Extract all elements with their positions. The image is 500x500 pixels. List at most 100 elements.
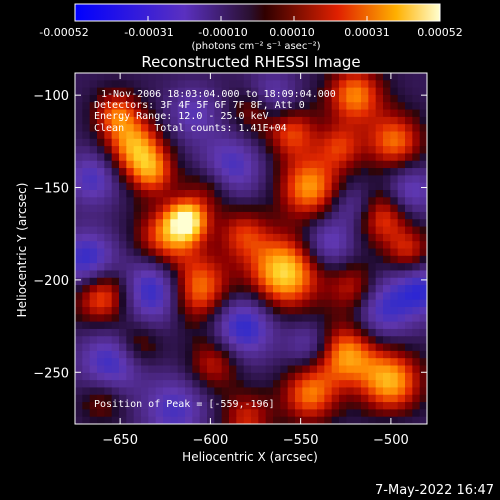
heatmap-cell — [405, 336, 413, 345]
heatmap-cell — [375, 168, 384, 176]
heatmap-cell — [243, 233, 252, 242]
heatmap-cell — [405, 211, 413, 220]
heatmap-cell — [295, 299, 303, 308]
heatmap-cell — [412, 131, 421, 140]
heatmap-cell — [155, 102, 164, 111]
heatmap-cell — [302, 233, 311, 242]
heatmap-cell — [170, 394, 179, 403]
heatmap-cell — [383, 402, 391, 410]
heatmap-cell — [273, 285, 281, 293]
heatmap-cell — [104, 204, 113, 213]
heatmap-cell — [405, 233, 413, 242]
heatmap-cell — [309, 211, 318, 220]
heatmap-cell — [126, 168, 135, 176]
heatmap-cell — [353, 160, 362, 169]
heatmap-cell — [236, 160, 245, 169]
heatmap-cell — [229, 409, 237, 418]
heatmap-cell — [207, 138, 215, 147]
heatmap-cell — [177, 416, 186, 424]
heatmap-cell — [199, 343, 208, 352]
heatmap-cell — [375, 285, 384, 293]
heatmap-cell — [317, 80, 325, 89]
heatmap-cell — [214, 299, 223, 308]
x-tick-label: −550 — [283, 433, 319, 448]
heatmap-cell — [126, 138, 135, 147]
heatmap-cell — [309, 73, 318, 81]
heatmap-cell — [82, 365, 91, 374]
heatmap-cell — [331, 182, 340, 191]
heatmap-cell — [155, 255, 164, 264]
heatmap-cell — [265, 116, 274, 125]
heatmap-cell — [375, 394, 384, 403]
heatmap-cell — [214, 365, 223, 374]
heatmap-cell — [368, 248, 377, 257]
heatmap-cell — [177, 343, 186, 352]
heatmap-cell — [317, 102, 325, 111]
heatmap-cell — [412, 80, 421, 89]
heatmap-cell — [126, 350, 135, 359]
heatmap-cell — [331, 263, 340, 272]
heatmap-cell — [75, 168, 83, 176]
heatmap-cell — [339, 394, 347, 403]
heatmap-cell — [287, 87, 296, 96]
heatmap-cell — [273, 241, 281, 250]
heatmap-cell — [163, 380, 171, 389]
heatmap-cell — [346, 175, 355, 184]
heatmap-cell — [273, 336, 281, 345]
heatmap-cell — [302, 131, 311, 140]
heatmap-cell — [309, 307, 318, 315]
heatmap-cell — [265, 299, 274, 308]
heatmap-cell — [229, 211, 237, 220]
heatmap-cell — [185, 402, 193, 410]
heatmap-cell — [185, 328, 193, 337]
heatmap-cell — [368, 307, 377, 315]
heatmap-cell — [251, 109, 259, 118]
heatmap-cell — [111, 255, 120, 264]
heatmap-cell — [126, 241, 135, 250]
heatmap-cell — [126, 416, 135, 424]
heatmap-cell — [229, 190, 237, 198]
heatmap-cell — [405, 387, 413, 396]
heatmap-cell — [133, 211, 142, 220]
heatmap-cell — [170, 175, 179, 184]
heatmap-cell — [119, 131, 127, 140]
heatmap-cell — [221, 197, 230, 206]
heatmap-cell — [397, 233, 406, 242]
heatmap-cell — [148, 116, 157, 125]
heatmap-cell — [104, 153, 113, 162]
heatmap-cell — [361, 350, 369, 359]
heatmap-cell — [339, 292, 347, 301]
heatmap-cell — [258, 102, 267, 111]
heatmap-cell — [309, 94, 318, 103]
heatmap-cell — [163, 175, 171, 184]
heatmap-cell — [383, 138, 391, 147]
heatmap-cell — [221, 226, 230, 235]
heatmap-cell — [302, 197, 311, 206]
heatmap-cell — [229, 138, 237, 147]
heatmap-cell — [192, 241, 201, 250]
heatmap-cell — [119, 350, 127, 359]
heatmap-cell — [251, 321, 259, 330]
heatmap-cell — [361, 102, 369, 111]
heatmap-cell — [390, 387, 399, 396]
heatmap-cell — [324, 160, 333, 169]
heatmap-cell — [258, 146, 267, 155]
heatmap-cell — [148, 204, 157, 213]
heatmap-cell — [287, 138, 296, 147]
heatmap-cell — [104, 255, 113, 264]
heatmap-cell — [229, 182, 237, 191]
heatmap-cell — [302, 109, 311, 118]
heatmap-cell — [236, 146, 245, 155]
heatmap-cell — [302, 248, 311, 257]
heatmap-cell — [346, 321, 355, 330]
heatmap-cell — [390, 409, 399, 418]
heatmap-cell — [361, 343, 369, 352]
heatmap-cell — [346, 307, 355, 315]
heatmap-cell — [75, 211, 83, 220]
heatmap-cell — [82, 211, 91, 220]
heatmap-cell — [324, 358, 333, 367]
heatmap-cell — [155, 321, 164, 330]
heatmap-cell — [346, 358, 355, 367]
heatmap-cell — [207, 204, 215, 213]
heatmap-cell — [309, 219, 318, 228]
